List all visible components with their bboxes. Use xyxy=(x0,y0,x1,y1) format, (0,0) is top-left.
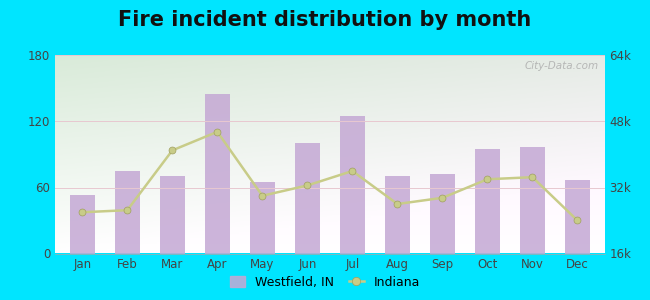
Bar xyxy=(340,116,365,254)
Bar xyxy=(520,147,545,254)
Bar xyxy=(70,195,95,254)
Text: Fire incident distribution by month: Fire incident distribution by month xyxy=(118,11,532,31)
Legend: Westfield, IN, Indiana: Westfield, IN, Indiana xyxy=(225,271,425,294)
Bar xyxy=(160,176,185,254)
Bar xyxy=(565,180,590,254)
Bar xyxy=(475,149,500,254)
Bar xyxy=(295,143,320,254)
Text: City-Data.com: City-Data.com xyxy=(525,61,599,71)
Bar xyxy=(250,182,275,254)
Bar xyxy=(115,171,140,253)
Bar xyxy=(385,176,410,254)
Bar xyxy=(205,94,229,254)
Bar xyxy=(430,174,455,254)
